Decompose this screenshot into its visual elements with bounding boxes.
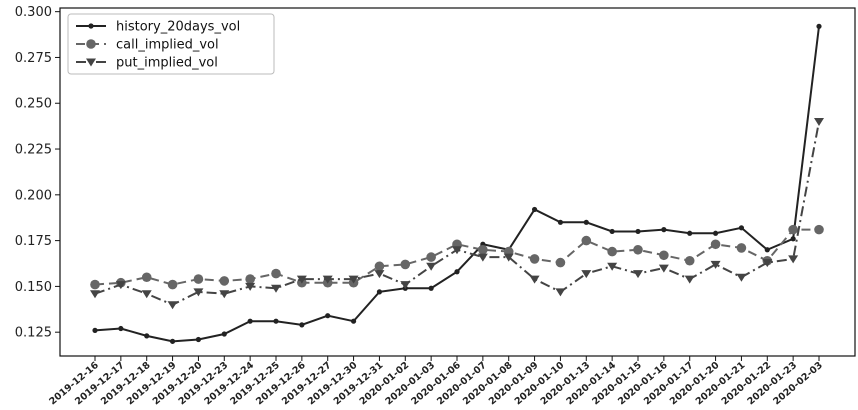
series-2-point	[348, 275, 359, 284]
series-1-point	[271, 268, 281, 279]
series-0-point	[428, 285, 434, 291]
series-2-point	[219, 290, 230, 299]
series-1-point	[426, 252, 436, 262]
series-1-point	[219, 276, 230, 286]
series-0-point	[661, 227, 667, 233]
y-tick-label: 0.300	[15, 5, 52, 20]
series-0-point	[635, 228, 641, 235]
series-2-point	[296, 275, 307, 284]
series-1-point	[478, 244, 488, 255]
series-0-point	[816, 23, 822, 29]
series-1-point	[710, 239, 721, 250]
y-tick-label: 0.200	[15, 188, 52, 203]
series-2-point	[141, 290, 152, 299]
series-2-point	[400, 281, 411, 290]
series-2-point	[86, 58, 96, 67]
legend-label: call_implied_vol	[116, 38, 219, 53]
legend-box	[67, 13, 275, 75]
series-1-point	[245, 274, 255, 284]
series-2-point	[193, 288, 204, 297]
series-1-line	[94, 228, 819, 286]
series-1-point	[141, 272, 152, 283]
series-1-point	[684, 255, 695, 266]
y-tick-label: 0.250	[15, 97, 52, 112]
series-2-point	[529, 275, 540, 284]
series-2-point	[503, 253, 514, 262]
series-0-point	[221, 331, 227, 337]
series-0-point	[557, 219, 564, 225]
series-1-point	[788, 224, 798, 235]
y-tick-label: 0.175	[15, 234, 52, 249]
legend-label: put_implied_vol	[116, 56, 218, 71]
series-2-line	[94, 121, 820, 306]
series-0-point	[764, 247, 770, 253]
series-0-point	[195, 336, 202, 343]
y-tick-label: 0.125	[15, 326, 52, 341]
series-1-point	[529, 254, 540, 264]
series-2-point	[271, 284, 281, 293]
series-2-point	[581, 270, 592, 279]
series-2-point	[90, 290, 100, 299]
series-2-point	[245, 282, 256, 291]
y-tick-label: 0.275	[15, 51, 52, 66]
series-2-point	[762, 259, 773, 268]
series-0-point	[531, 206, 538, 213]
series-2-point	[452, 246, 462, 255]
series-1-point	[555, 257, 566, 268]
series-0-point	[325, 313, 331, 319]
series-0-point	[247, 318, 253, 324]
y-tick-label: 0.225	[15, 143, 52, 158]
series-1-point	[814, 224, 824, 235]
series-2-point	[788, 255, 799, 264]
series-2-point	[115, 281, 126, 290]
series-0-point	[376, 289, 383, 295]
series-2-point	[658, 264, 669, 273]
y-tick-label: 0.150	[15, 280, 52, 295]
series-0-point	[687, 230, 693, 236]
series-2-point	[167, 301, 178, 310]
series-2-point	[607, 262, 618, 271]
series-0-point	[169, 338, 176, 344]
series-0-point	[144, 333, 150, 339]
series-0-point	[92, 327, 98, 333]
series-1-point	[581, 235, 592, 246]
series-1-point	[167, 279, 178, 290]
series-2-point	[710, 260, 721, 269]
series-1-point	[659, 250, 669, 261]
series-0-point	[790, 236, 796, 242]
series-2-point	[374, 270, 385, 279]
series-2-point	[322, 275, 333, 284]
series-0-point	[299, 322, 305, 328]
series-0-point	[88, 23, 94, 29]
series-0-point	[609, 228, 615, 235]
series-1-point	[633, 244, 643, 255]
series-0-point	[738, 225, 745, 231]
series-2-point	[684, 275, 695, 284]
series-0-point	[712, 230, 719, 236]
series-0-point	[454, 269, 460, 275]
series-1-point	[607, 246, 617, 257]
series-1-point	[374, 261, 385, 272]
series-0-point	[583, 219, 589, 225]
series-1-point	[400, 259, 411, 270]
series-2-point	[477, 253, 488, 262]
series-1-point	[86, 39, 96, 49]
series-0-point	[273, 318, 279, 324]
legend-label: history_20days_vol	[116, 20, 240, 35]
series-2-point	[814, 118, 824, 127]
series-0-point	[350, 318, 357, 324]
series-1-point	[90, 279, 100, 290]
series-2-point	[633, 270, 643, 279]
series-1-point	[736, 243, 747, 253]
series-1-point	[193, 274, 204, 284]
series-2-point	[736, 273, 747, 282]
series-2-point	[426, 262, 437, 271]
series-0-point	[118, 325, 124, 332]
series-2-point	[555, 288, 566, 297]
